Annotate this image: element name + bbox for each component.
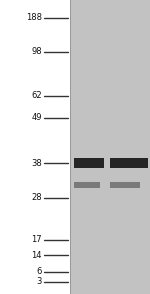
Text: 98: 98 — [31, 48, 42, 56]
Text: 188: 188 — [26, 14, 42, 23]
Bar — [70, 0, 150, 294]
Bar — [110, 182, 140, 188]
Text: 49: 49 — [32, 113, 42, 123]
Bar — [74, 182, 100, 188]
Bar — [110, 158, 148, 168]
Text: 3: 3 — [37, 278, 42, 286]
Text: 38: 38 — [31, 158, 42, 168]
Bar — [74, 158, 104, 168]
Text: 62: 62 — [31, 91, 42, 101]
Text: 14: 14 — [32, 250, 42, 260]
Text: 17: 17 — [31, 235, 42, 245]
Text: 28: 28 — [31, 193, 42, 203]
Text: 6: 6 — [37, 268, 42, 276]
